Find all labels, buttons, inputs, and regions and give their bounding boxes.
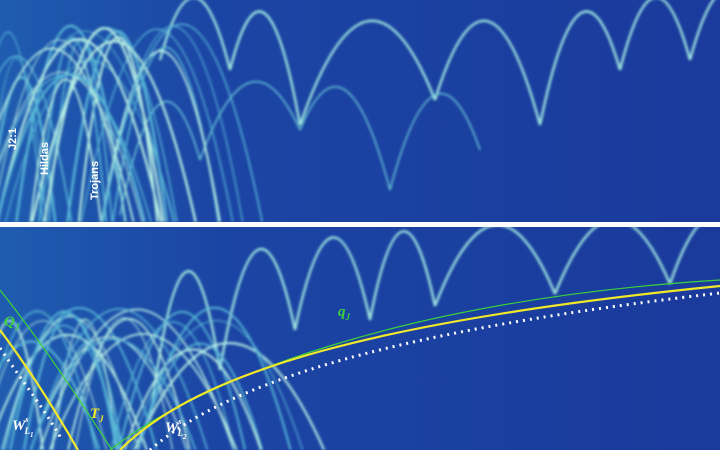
arc	[0, 73, 146, 222]
arc	[0, 71, 143, 222]
arc	[100, 50, 221, 222]
arc	[668, 227, 699, 285]
arc	[129, 320, 304, 450]
green-curve	[0, 289, 113, 450]
label: Ws L2	[165, 417, 187, 441]
label: Trojans	[89, 161, 101, 200]
arc	[67, 317, 191, 450]
arc	[0, 31, 44, 222]
arc	[228, 10, 302, 126]
arc	[299, 86, 391, 191]
top-arcs	[0, 0, 715, 222]
arc	[47, 39, 113, 222]
arc	[368, 230, 437, 321]
arc	[137, 306, 292, 450]
arc	[133, 341, 326, 450]
label: Ws L1	[12, 415, 33, 439]
arc	[433, 227, 557, 307]
arc	[118, 311, 246, 450]
arc	[137, 342, 264, 450]
arc	[218, 247, 297, 371]
arc	[110, 321, 235, 450]
arc	[553, 227, 672, 295]
green-curve	[109, 279, 720, 450]
arc	[0, 55, 73, 222]
label: J2:1	[7, 128, 19, 150]
arc	[74, 317, 174, 450]
arc	[51, 318, 119, 450]
label: QJ	[4, 314, 20, 332]
manifold-curves	[0, 279, 720, 450]
label: Hildas	[39, 142, 51, 175]
arc	[43, 27, 165, 222]
arc	[158, 0, 232, 71]
arc	[0, 319, 44, 450]
arc	[49, 333, 238, 450]
arc	[0, 310, 97, 450]
arc	[688, 0, 715, 61]
arc	[30, 336, 188, 450]
yellow-curve	[119, 284, 720, 450]
arc	[433, 19, 542, 126]
arc	[0, 333, 148, 450]
arc	[0, 320, 108, 450]
arc	[102, 25, 244, 222]
arc	[29, 338, 197, 450]
arc	[618, 0, 692, 71]
arc	[0, 39, 127, 222]
arc	[29, 78, 102, 222]
arc	[30, 308, 209, 450]
label: qJ	[338, 304, 351, 322]
arc	[0, 57, 48, 222]
arc	[1, 316, 140, 450]
yellow-curve	[0, 329, 79, 450]
bottom-arcs	[0, 227, 699, 450]
arc	[9, 310, 120, 450]
arc	[100, 23, 264, 222]
arc	[31, 40, 197, 222]
arc	[15, 24, 127, 222]
arc	[389, 92, 481, 191]
bottom-panel	[0, 227, 720, 450]
label: TJ	[90, 406, 104, 424]
arc	[0, 47, 135, 222]
arc	[293, 236, 372, 331]
arc	[298, 19, 437, 126]
arc	[0, 38, 162, 222]
arc	[38, 37, 108, 222]
arc	[66, 30, 169, 222]
arc	[50, 343, 124, 450]
arc	[39, 308, 235, 450]
arc	[538, 10, 622, 126]
arc	[123, 348, 262, 450]
